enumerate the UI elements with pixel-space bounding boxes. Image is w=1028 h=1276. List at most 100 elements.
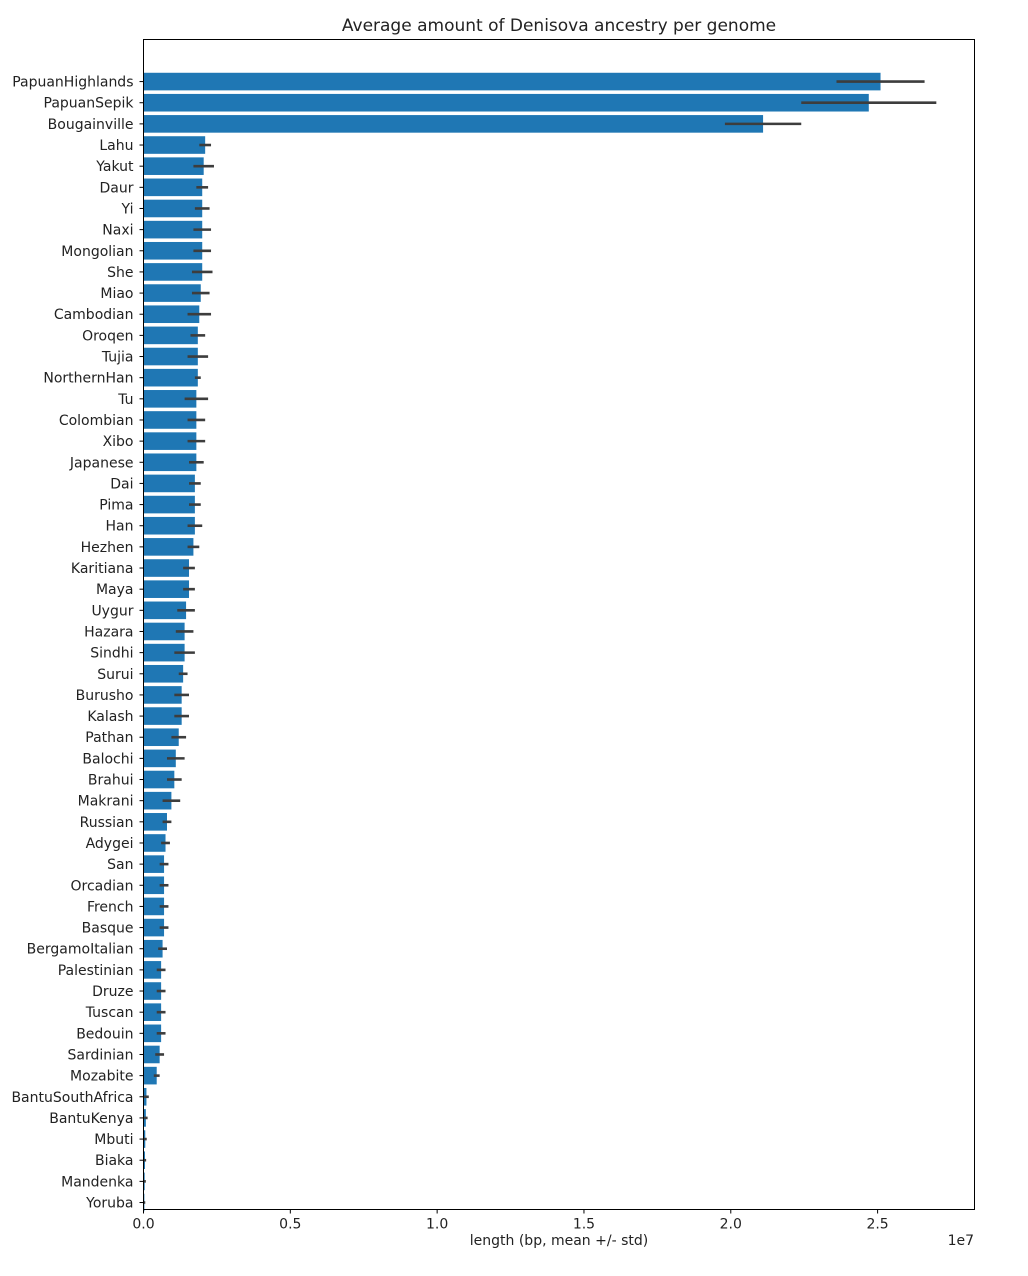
x-axis-offset-label: 1e7 bbox=[948, 1233, 974, 1249]
bar-druze bbox=[143, 982, 162, 1000]
bar-tujia bbox=[143, 347, 198, 366]
bar-uygur bbox=[143, 601, 187, 620]
y-tick-label: Kalash bbox=[87, 709, 133, 725]
y-tick-label: Japanese bbox=[69, 455, 134, 471]
y-tick-label: Tu bbox=[117, 392, 133, 408]
y-tick-label: Miao bbox=[100, 286, 133, 302]
bar-colombian bbox=[143, 411, 197, 429]
bar-yi bbox=[143, 199, 203, 218]
y-tick-label: Palestinian bbox=[58, 963, 134, 979]
bar-makrani bbox=[143, 791, 172, 810]
y-tick-label: Hezhen bbox=[81, 540, 134, 556]
bar-bougainville bbox=[143, 115, 764, 133]
bar-surui bbox=[143, 664, 184, 683]
chart-title: Average amount of Denisova ancestry per … bbox=[342, 16, 776, 36]
y-tick-label: Yoruba bbox=[85, 1196, 133, 1212]
bar-oroqen bbox=[143, 326, 198, 345]
y-tick-label: Russian bbox=[80, 815, 134, 831]
y-tick-label: BantuKenya bbox=[49, 1111, 133, 1127]
y-tick-label: Daur bbox=[100, 180, 134, 196]
bar-tuscan bbox=[143, 1003, 162, 1021]
bar-pima bbox=[143, 495, 195, 514]
y-tick-label: Mongolian bbox=[61, 244, 133, 260]
bar-burusho bbox=[143, 686, 182, 704]
bar-papuansepik bbox=[143, 93, 869, 112]
x-tick-label: 2.5 bbox=[866, 1217, 888, 1233]
x-axis-label: length (bp, mean +/- std) bbox=[470, 1233, 648, 1249]
bar-tu bbox=[143, 390, 197, 408]
bar-mozabite bbox=[143, 1066, 157, 1085]
bar-hezhen bbox=[143, 538, 194, 556]
bar-russian bbox=[143, 813, 167, 831]
bar-palestinian bbox=[143, 961, 162, 979]
y-tick-label: Han bbox=[106, 519, 134, 535]
y-tick-label: Basque bbox=[82, 921, 134, 937]
y-tick-label: Hazara bbox=[84, 624, 133, 640]
y-tick-label: Biaka bbox=[95, 1153, 134, 1169]
y-tick-label: French bbox=[87, 899, 134, 915]
y-tick-label: PapuanSepik bbox=[44, 96, 135, 112]
y-tick-label: Maya bbox=[96, 582, 134, 598]
bar-hazara bbox=[143, 622, 185, 641]
y-tick-label: Brahui bbox=[88, 773, 134, 789]
bar-kalash bbox=[143, 707, 182, 725]
x-tick-label: 2.0 bbox=[720, 1217, 742, 1233]
bar-sindhi bbox=[143, 643, 185, 662]
y-tick-label: Tujia bbox=[101, 350, 134, 366]
y-tick-label: Oroqen bbox=[82, 328, 133, 344]
y-tick-label: BantuSouthAfrica bbox=[11, 1090, 133, 1106]
y-tick-label: Burusho bbox=[76, 688, 134, 704]
x-tick-label: 0.0 bbox=[132, 1217, 154, 1233]
y-tick-label: Yi bbox=[121, 201, 134, 217]
y-tick-label: Colombian bbox=[59, 413, 134, 429]
x-axis: 0.0 0.5 1.0 1.5 2.0 2.5 bbox=[132, 1209, 889, 1233]
bar-sardinian bbox=[143, 1045, 160, 1064]
bar-han bbox=[143, 516, 195, 535]
y-tick-label: Surui bbox=[97, 667, 133, 683]
y-tick-label: Xibo bbox=[103, 434, 134, 450]
bar-brahui bbox=[143, 770, 175, 789]
plot-frame bbox=[143, 39, 975, 1210]
errorbars-layer bbox=[143, 80, 937, 1204]
bar-lahu bbox=[143, 136, 206, 154]
y-tick-label: Naxi bbox=[102, 223, 133, 239]
bar-yakut bbox=[143, 157, 204, 175]
x-tick-label: 1.5 bbox=[573, 1217, 595, 1233]
y-tick-label: Cambodian bbox=[54, 307, 134, 323]
y-tick-label: Pathan bbox=[85, 730, 133, 746]
bar-she bbox=[143, 263, 203, 281]
y-tick-label: Druze bbox=[92, 984, 133, 1000]
bar-san bbox=[143, 855, 165, 873]
y-tick-label: Karitiana bbox=[71, 561, 134, 577]
bar-xibo bbox=[143, 432, 197, 450]
bars-layer bbox=[143, 72, 881, 1212]
bar-karitiana bbox=[143, 559, 190, 577]
x-tick-label: 0.5 bbox=[279, 1217, 301, 1233]
y-tick-label: Bedouin bbox=[76, 1026, 133, 1042]
y-tick-label: Orcadian bbox=[71, 878, 134, 894]
bar-dai bbox=[143, 474, 195, 493]
y-tick-label: She bbox=[107, 265, 133, 281]
bar-papuanhighlands bbox=[143, 72, 881, 91]
y-tick-label: Adygei bbox=[86, 836, 134, 852]
y-tick-label: Pima bbox=[99, 498, 133, 514]
y-tick-label: PapuanHighlands bbox=[12, 75, 133, 91]
bar-northernhan bbox=[143, 368, 198, 387]
bar-adygei bbox=[143, 834, 166, 852]
x-tick-label: 1.0 bbox=[426, 1217, 448, 1233]
bar-french bbox=[143, 897, 165, 916]
y-tick-label: Uygur bbox=[91, 603, 133, 619]
bar-miao bbox=[143, 284, 201, 302]
bar-balochi bbox=[143, 749, 176, 768]
y-axis: PapuanHighlands PapuanSepik Bougainville La… bbox=[11, 75, 144, 1212]
y-tick-label: Sardinian bbox=[68, 1047, 134, 1063]
y-tick-label: Mozabite bbox=[70, 1069, 133, 1085]
bar-bergamoitalian bbox=[143, 939, 163, 958]
y-tick-label: Mbuti bbox=[94, 1132, 133, 1148]
bar-japanese bbox=[143, 453, 197, 472]
y-tick-label: Lahu bbox=[99, 138, 133, 154]
y-tick-label: Bougainville bbox=[48, 117, 134, 133]
y-tick-label: NorthernHan bbox=[43, 371, 133, 387]
y-tick-label: Makrani bbox=[78, 794, 134, 810]
bar-basque bbox=[143, 918, 165, 937]
